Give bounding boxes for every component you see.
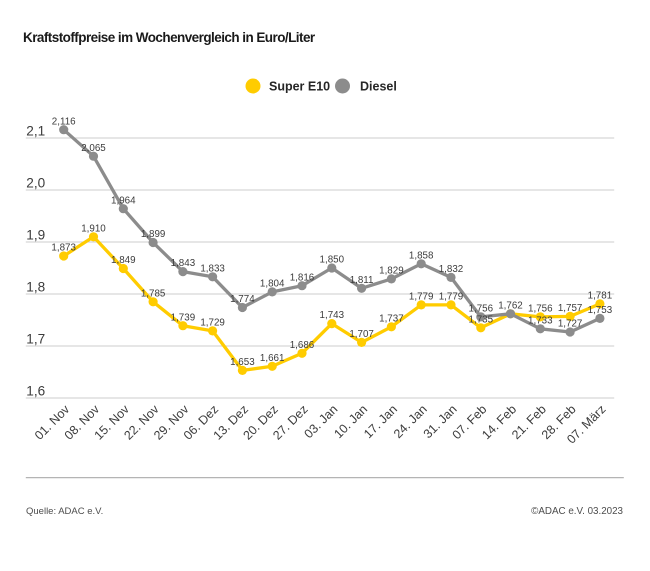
svg-text:1,661: 1,661 <box>260 353 285 364</box>
svg-text:1,753: 1,753 <box>588 305 613 316</box>
svg-text:2,1: 2,1 <box>26 124 45 139</box>
svg-text:1,707: 1,707 <box>349 329 374 340</box>
svg-text:1,849: 1,849 <box>111 255 136 266</box>
svg-text:1,779: 1,779 <box>409 292 434 303</box>
svg-text:1,781: 1,781 <box>588 291 613 302</box>
svg-text:1,833: 1,833 <box>200 263 225 274</box>
svg-text:1,9: 1,9 <box>26 228 45 243</box>
svg-text:1,737: 1,737 <box>379 313 404 324</box>
svg-text:©ADAC e.V. 03.2023: ©ADAC e.V. 03.2023 <box>531 506 623 517</box>
svg-text:1,653: 1,653 <box>230 357 255 368</box>
svg-text:2,065: 2,065 <box>81 143 106 154</box>
svg-text:2,116: 2,116 <box>52 116 76 127</box>
svg-text:1,6: 1,6 <box>26 384 45 399</box>
svg-text:1,804: 1,804 <box>260 279 285 290</box>
svg-text:Super E10: Super E10 <box>269 80 330 94</box>
svg-text:1,8: 1,8 <box>26 280 45 295</box>
svg-text:1,686: 1,686 <box>290 340 315 351</box>
svg-text:1,964: 1,964 <box>111 195 136 206</box>
svg-text:1,7: 1,7 <box>26 332 45 347</box>
svg-text:2,0: 2,0 <box>26 176 45 191</box>
svg-text:1,735: 1,735 <box>469 314 494 325</box>
svg-text:1,873: 1,873 <box>51 243 76 254</box>
svg-text:1,811: 1,811 <box>350 275 374 286</box>
svg-text:1,743: 1,743 <box>320 310 345 321</box>
svg-text:1,816: 1,816 <box>290 272 315 283</box>
svg-text:1,850: 1,850 <box>320 255 345 266</box>
svg-text:1,832: 1,832 <box>439 264 464 275</box>
svg-text:1,757: 1,757 <box>558 303 583 314</box>
svg-text:1,729: 1,729 <box>200 318 225 329</box>
svg-text:1,779: 1,779 <box>439 292 464 303</box>
svg-text:1,727: 1,727 <box>558 319 583 330</box>
svg-text:1,756: 1,756 <box>528 304 553 315</box>
svg-text:1,785: 1,785 <box>141 288 166 299</box>
svg-text:1,774: 1,774 <box>230 294 255 305</box>
svg-text:Diesel: Diesel <box>360 80 397 94</box>
svg-text:1,739: 1,739 <box>171 312 196 323</box>
svg-text:1,762: 1,762 <box>498 300 523 311</box>
svg-text:1,733: 1,733 <box>528 315 553 326</box>
svg-text:1,899: 1,899 <box>141 229 166 240</box>
svg-text:1,829: 1,829 <box>379 266 404 277</box>
svg-text:1,756: 1,756 <box>469 304 494 315</box>
svg-text:1,910: 1,910 <box>81 223 106 234</box>
svg-text:Quelle: ADAC e.V.: Quelle: ADAC e.V. <box>26 506 103 517</box>
svg-text:Kraftstoffpreise im Wochenverg: Kraftstoffpreise im Wochenvergleich in E… <box>23 30 316 45</box>
svg-text:1,858: 1,858 <box>409 250 434 261</box>
svg-text:1,843: 1,843 <box>171 258 196 269</box>
